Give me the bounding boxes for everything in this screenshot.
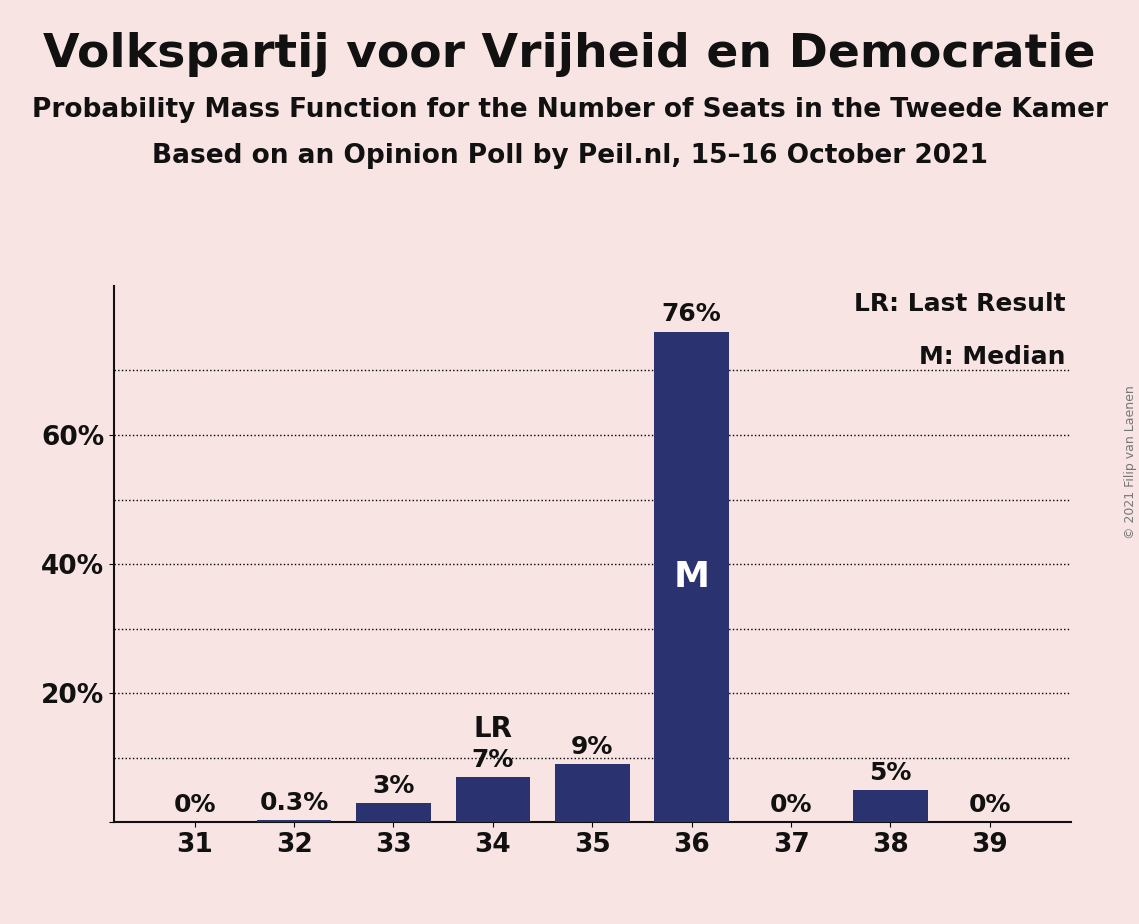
Text: Probability Mass Function for the Number of Seats in the Tweede Kamer: Probability Mass Function for the Number… <box>32 97 1107 123</box>
Text: Volkspartij voor Vrijheid en Democratie: Volkspartij voor Vrijheid en Democratie <box>43 32 1096 78</box>
Bar <box>655 332 729 822</box>
Text: 0.3%: 0.3% <box>260 791 329 815</box>
Text: 0%: 0% <box>173 793 216 817</box>
Text: 3%: 3% <box>372 773 415 797</box>
Text: Based on an Opinion Poll by Peil.nl, 15–16 October 2021: Based on an Opinion Poll by Peil.nl, 15–… <box>151 143 988 169</box>
Bar <box>555 764 630 822</box>
Text: M: Median: M: Median <box>919 346 1066 370</box>
Text: 0%: 0% <box>968 793 1011 817</box>
Text: 76%: 76% <box>662 302 722 326</box>
Bar <box>456 777 530 822</box>
Bar <box>357 803 431 822</box>
Text: 0%: 0% <box>770 793 812 817</box>
Text: © 2021 Filip van Laenen: © 2021 Filip van Laenen <box>1124 385 1137 539</box>
Text: 5%: 5% <box>869 760 911 784</box>
Bar <box>256 821 331 822</box>
Text: M: M <box>673 560 710 594</box>
Text: LR: Last Result: LR: Last Result <box>854 292 1066 316</box>
Text: LR: LR <box>474 715 513 743</box>
Bar <box>853 790 928 822</box>
Text: 7%: 7% <box>472 748 514 772</box>
Text: 9%: 9% <box>571 736 614 760</box>
